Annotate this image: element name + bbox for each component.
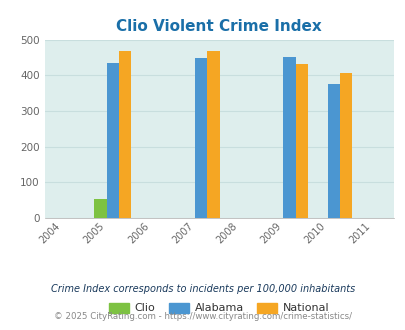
Bar bbox=[106, 63, 119, 218]
Bar bbox=[295, 64, 307, 218]
Legend: Clio, Alabama, National: Clio, Alabama, National bbox=[104, 298, 333, 318]
Bar bbox=[94, 199, 106, 218]
Bar bbox=[194, 58, 207, 218]
Bar bbox=[339, 73, 352, 218]
Title: Clio Violent Crime Index: Clio Violent Crime Index bbox=[116, 19, 321, 34]
Text: Crime Index corresponds to incidents per 100,000 inhabitants: Crime Index corresponds to incidents per… bbox=[51, 284, 354, 294]
Text: © 2025 CityRating.com - https://www.cityrating.com/crime-statistics/: © 2025 CityRating.com - https://www.city… bbox=[54, 313, 351, 321]
Bar bbox=[327, 84, 339, 218]
Bar bbox=[119, 50, 131, 218]
Bar bbox=[207, 51, 219, 218]
Bar bbox=[283, 57, 295, 218]
